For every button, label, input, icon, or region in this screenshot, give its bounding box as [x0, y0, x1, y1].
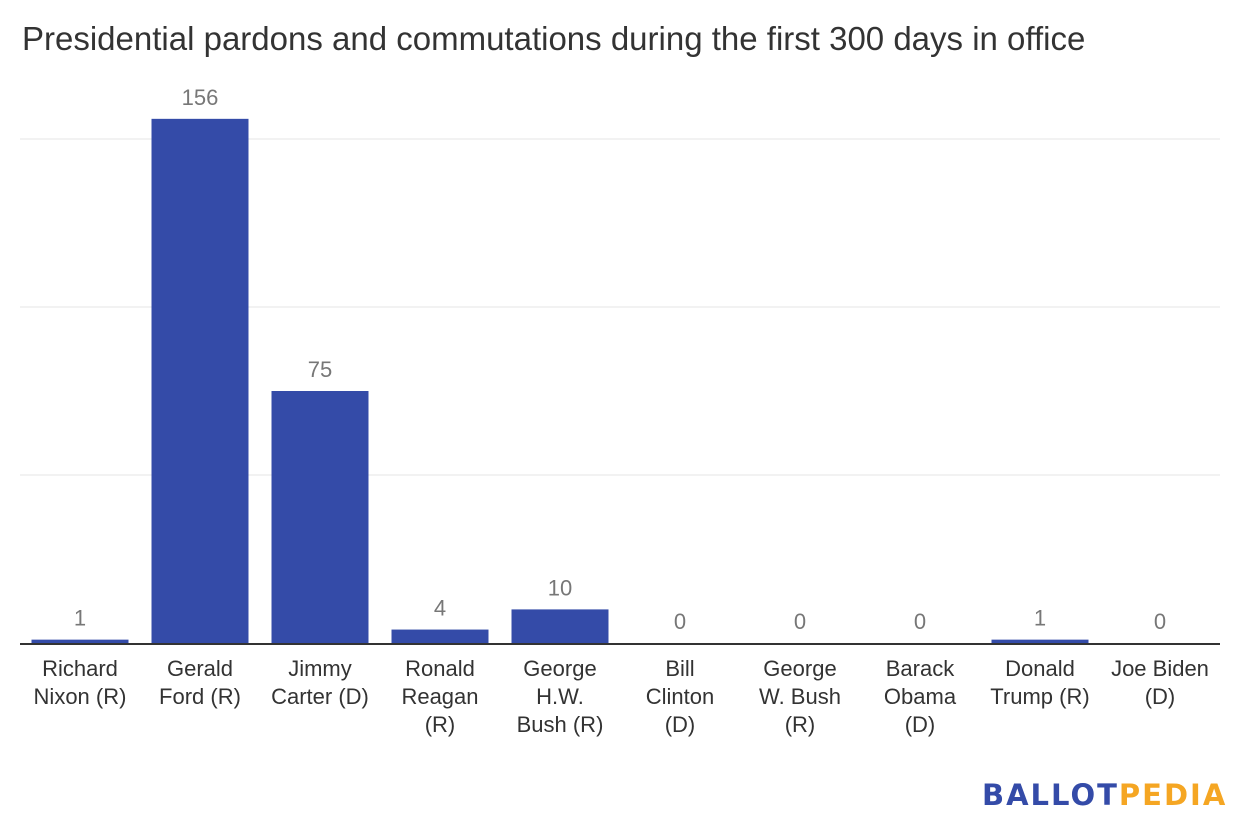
data-label: 0	[794, 609, 806, 634]
x-tick-label: George	[523, 656, 596, 681]
x-tick-label: Bush (R)	[517, 712, 604, 737]
ballotpedia-logo: BALLOTPEDIA	[982, 778, 1227, 812]
bar	[991, 639, 1089, 643]
x-tick-label: Nixon (R)	[34, 684, 127, 709]
x-tick-label: Obama	[884, 684, 957, 709]
bar	[511, 609, 609, 643]
chart-title: Presidential pardons and commutations du…	[22, 20, 1086, 57]
data-label: 10	[548, 575, 572, 600]
x-tick-label: (D)	[905, 712, 936, 737]
x-tick-label: W. Bush	[759, 684, 841, 709]
data-label: 1	[1034, 606, 1046, 631]
logo-part-ballot: BALLOT	[982, 778, 1119, 812]
x-tick-label: Carter (D)	[271, 684, 369, 709]
x-tick-label: (D)	[665, 712, 696, 737]
x-tick-label: Bill	[665, 656, 694, 681]
logo-part-pedia: PEDIA	[1118, 778, 1228, 812]
x-tick-label: H.W.	[536, 684, 584, 709]
bar	[391, 629, 489, 643]
x-tick-label: (R)	[425, 712, 456, 737]
bar-chart: 1 Richard Nixon (R) 156 Gerald Ford (R) 75 Jimm…	[20, 85, 1220, 737]
x-tick-label: Gerald	[167, 656, 233, 681]
bar	[151, 118, 249, 644]
x-tick-label: Reagan	[401, 684, 478, 709]
x-tick-label: Clinton	[646, 684, 714, 709]
data-label: 4	[434, 596, 446, 621]
data-label: 156	[182, 85, 219, 110]
x-tick-label: Ford (R)	[159, 684, 241, 709]
data-label: 0	[914, 609, 926, 634]
x-tick-label: (R)	[785, 712, 816, 737]
x-tick-label: (D)	[1145, 684, 1176, 709]
bar	[31, 639, 129, 643]
data-label: 75	[308, 357, 332, 382]
x-tick-label: Ronald	[405, 656, 475, 681]
data-label: 0	[1154, 609, 1166, 634]
x-tick-label: Trump (R)	[990, 684, 1089, 709]
x-tick-label: George	[763, 656, 836, 681]
x-tick-label: Jimmy	[288, 656, 352, 681]
x-tick-label: Donald	[1005, 656, 1075, 681]
x-tick-label: Joe Biden	[1111, 656, 1209, 681]
data-label: 0	[674, 609, 686, 634]
x-tick-label: Richard	[42, 656, 118, 681]
data-label: 1	[74, 606, 86, 631]
x-tick-label: Barack	[886, 656, 955, 681]
bar	[271, 391, 369, 643]
